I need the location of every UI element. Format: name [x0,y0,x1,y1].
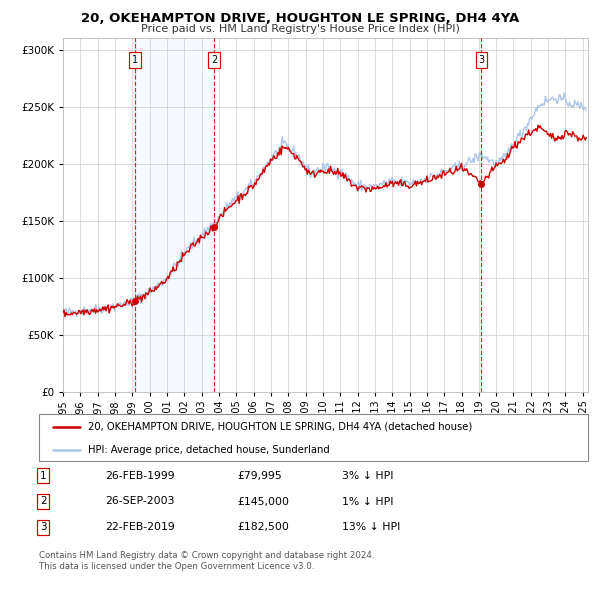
Text: 20, OKEHAMPTON DRIVE, HOUGHTON LE SPRING, DH4 4YA (detached house): 20, OKEHAMPTON DRIVE, HOUGHTON LE SPRING… [88,422,473,432]
Text: £182,500: £182,500 [237,523,289,532]
Text: 1% ↓ HPI: 1% ↓ HPI [342,497,394,506]
Text: 1: 1 [40,471,47,480]
Text: 26-FEB-1999: 26-FEB-1999 [105,471,175,480]
Bar [135,38,214,392]
Text: £79,995: £79,995 [237,471,282,480]
Text: Price paid vs. HM Land Registry's House Price Index (HPI): Price paid vs. HM Land Registry's House … [140,24,460,34]
Text: 13% ↓ HPI: 13% ↓ HPI [342,523,400,532]
Text: 26-SEP-2003: 26-SEP-2003 [105,497,175,506]
Text: 2: 2 [40,497,47,506]
Text: Contains HM Land Registry data © Crown copyright and database right 2024.: Contains HM Land Registry data © Crown c… [39,551,374,560]
Text: 2: 2 [211,55,217,65]
Text: 3: 3 [40,523,47,532]
FancyBboxPatch shape [39,414,588,461]
Text: 3: 3 [478,55,485,65]
Text: This data is licensed under the Open Government Licence v3.0.: This data is licensed under the Open Gov… [39,562,314,571]
Text: 20, OKEHAMPTON DRIVE, HOUGHTON LE SPRING, DH4 4YA: 20, OKEHAMPTON DRIVE, HOUGHTON LE SPRING… [81,12,519,25]
Text: 1: 1 [132,55,138,65]
Text: 3% ↓ HPI: 3% ↓ HPI [342,471,394,480]
Text: HPI: Average price, detached house, Sunderland: HPI: Average price, detached house, Sund… [88,445,330,454]
Text: £145,000: £145,000 [237,497,289,506]
Text: 22-FEB-2019: 22-FEB-2019 [105,523,175,532]
